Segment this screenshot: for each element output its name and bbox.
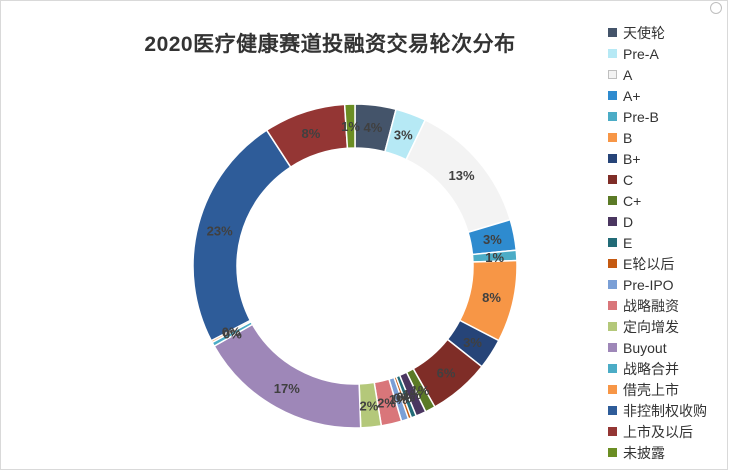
slice-label-4: 1% [485, 250, 504, 265]
legend-label-20: 未披露 [623, 444, 665, 461]
legend-item-3: A+ [608, 85, 738, 106]
legend-swatch-0 [608, 28, 617, 37]
legend-item-20: 未披露 [608, 442, 738, 463]
legend-label-15: Buyout [623, 339, 667, 356]
legend-label-14: 定向增发 [623, 318, 679, 335]
legend-swatch-1 [608, 49, 617, 58]
legend-item-10: E [608, 232, 738, 253]
legend-label-1: Pre-A [623, 45, 659, 62]
slice-label-6: 3% [463, 335, 482, 350]
legend-swatch-18 [608, 406, 617, 415]
legend-item-11: E轮以后 [608, 253, 738, 274]
legend-item-5: B [608, 127, 738, 148]
legend-label-12: Pre-IPO [623, 276, 674, 293]
legend-label-13: 战略融资 [623, 297, 679, 314]
legend-label-16: 战略合并 [623, 360, 679, 377]
legend-item-15: Buyout [608, 337, 738, 358]
legend-swatch-5 [608, 133, 617, 142]
legend-item-7: C [608, 169, 738, 190]
chart-title: 2020医疗健康赛道投融资交易轮次分布 [144, 33, 516, 56]
legend-item-13: 战略融资 [608, 295, 738, 316]
legend-item-1: Pre-A [608, 43, 738, 64]
legend-item-2: A [608, 64, 738, 85]
legend-label-0: 天使轮 [623, 24, 665, 41]
legend-label-17: 借壳上市 [623, 381, 679, 398]
legend-item-9: D [608, 211, 738, 232]
legend-label-5: B [623, 129, 633, 146]
slice-label-7: 6% [437, 365, 456, 380]
legend: 天使轮 Pre-A A A+ Pre-B B B+ C C+ D E E轮以后 Pre-IPO 战略融资定… [608, 22, 738, 463]
legend-swatch-10 [608, 238, 617, 247]
legend-swatch-20 [608, 448, 617, 457]
donut-labels: 4% 3%13%3%1%8%3%6%1%1%0%0%1%2%2%17%0%0%23… [207, 119, 505, 413]
legend-label-11: E轮以后 [623, 255, 675, 272]
slice-label-9: 1% [403, 387, 422, 402]
legend-swatch-14 [608, 322, 617, 331]
legend-label-3: A+ [623, 87, 641, 104]
legend-swatch-15 [608, 343, 617, 352]
legend-swatch-4 [608, 112, 617, 121]
donut-chart: 4% 3%13%3%1%8%3%6%1%1%0%0%1%2%2%17%0%0%23… [192, 103, 518, 429]
legend-label-2: A [623, 66, 633, 83]
slice-label-17: 0% [222, 324, 241, 339]
legend-swatch-19 [608, 427, 617, 436]
legend-label-18: 非控制权收购 [623, 402, 707, 419]
slice-label-3: 3% [483, 232, 502, 247]
legend-swatch-6 [608, 154, 617, 163]
legend-label-6: B+ [623, 150, 641, 167]
legend-label-10: E [623, 234, 633, 251]
legend-item-19: 上市及以后 [608, 421, 738, 442]
legend-swatch-13 [608, 301, 617, 310]
slice-label-0: 4% [363, 120, 382, 135]
legend-item-14: 定向增发 [608, 316, 738, 337]
legend-label-7: C [623, 171, 634, 188]
resize-handle[interactable] [710, 2, 722, 14]
legend-swatch-11 [608, 259, 617, 268]
legend-swatch-9 [608, 217, 617, 226]
legend-swatch-3 [608, 91, 617, 100]
legend-item-17: 借壳上市 [608, 379, 738, 400]
legend-item-8: C+ [608, 190, 738, 211]
slice-label-1: 3% [394, 128, 413, 143]
slice-label-12: 1% [389, 392, 408, 407]
slice-label-5: 8% [482, 290, 501, 305]
slice-label-16: 0% [223, 327, 242, 342]
slice-label-2: 13% [449, 168, 475, 183]
slice-label-18: 23% [207, 223, 233, 238]
legend-item-12: Pre-IPO [608, 274, 738, 295]
legend-swatch-7 [608, 175, 617, 184]
slice-label-19: 8% [302, 126, 321, 141]
legend-item-0: 天使轮 [608, 22, 738, 43]
legend-swatch-17 [608, 385, 617, 394]
legend-swatch-16 [608, 364, 617, 373]
legend-swatch-2 [608, 70, 617, 79]
legend-label-8: C+ [623, 192, 642, 209]
slice-label-13: 2% [377, 395, 396, 410]
legend-label-9: D [623, 213, 634, 230]
slice-label-11: 0% [393, 391, 412, 406]
slice-label-20: 1% [341, 119, 360, 134]
legend-item-18: 非控制权收购 [608, 400, 738, 421]
legend-label-19: 上市及以后 [623, 423, 693, 440]
donut-slices [192, 103, 518, 429]
legend-swatch-12 [608, 280, 617, 289]
legend-item-4: Pre-B [608, 106, 738, 127]
slice-20[interactable] [343, 103, 356, 150]
legend-label-4: Pre-B [623, 108, 659, 125]
slice-label-8: 1% [411, 383, 430, 398]
legend-item-16: 战略合并 [608, 358, 738, 379]
slice-label-15: 17% [274, 381, 300, 396]
legend-swatch-8 [608, 196, 617, 205]
legend-item-6: B+ [608, 148, 738, 169]
slice-label-14: 2% [359, 398, 378, 413]
slice-label-10: 0% [396, 389, 415, 404]
